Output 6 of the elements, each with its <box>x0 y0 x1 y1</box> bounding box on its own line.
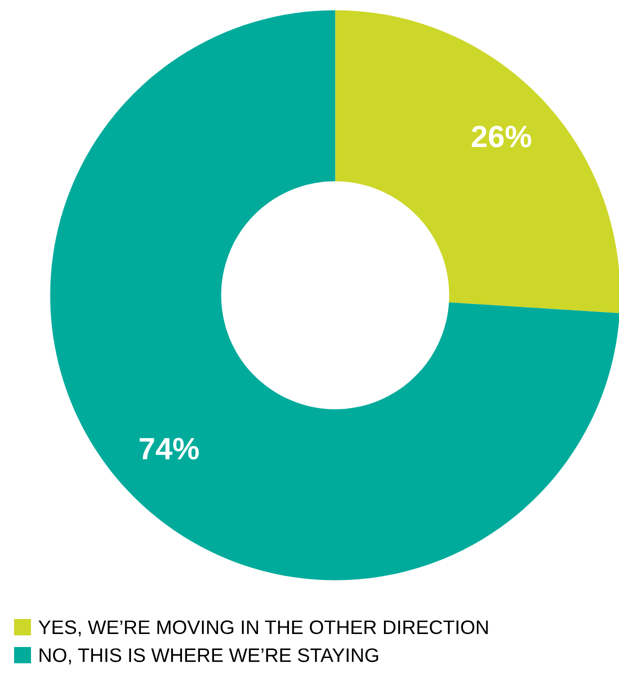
legend-label: NO, THIS IS WHERE WE’RE STAYING <box>40 648 378 664</box>
donut-slice <box>335 10 619 314</box>
donut-slice <box>50 10 619 580</box>
legend-label: YES, WE’RE MOVING IN THE OTHER DIRECTION <box>38 620 488 636</box>
data-label: 74% <box>140 438 199 460</box>
data-label: 26% <box>472 126 532 148</box>
